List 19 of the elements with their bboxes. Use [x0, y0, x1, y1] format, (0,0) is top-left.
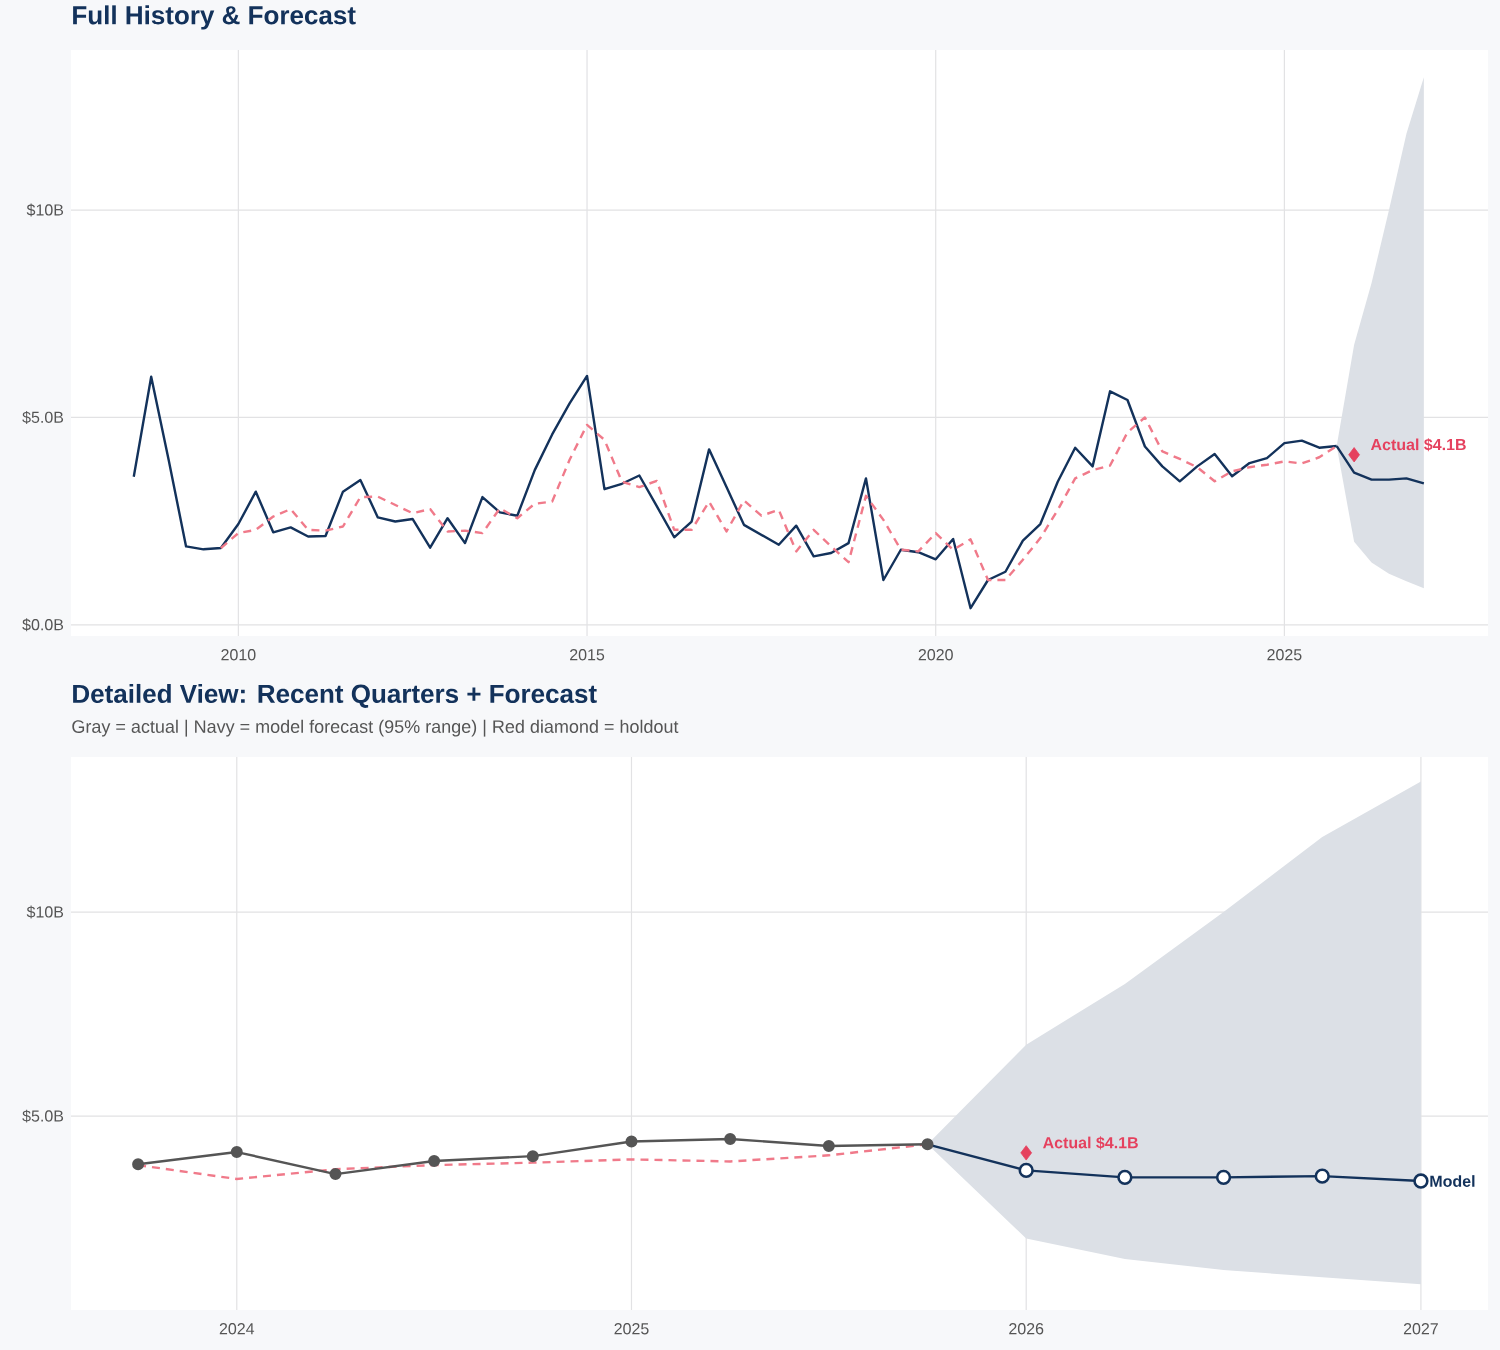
x-tick-label: 2025 — [614, 1323, 649, 1335]
y-tick-label: $10B — [26, 905, 64, 919]
x-tick-label: 2026 — [1009, 1323, 1044, 1335]
x-tick-label: 2025 — [1267, 649, 1302, 661]
annotation: Actual $4.1B — [1043, 1136, 1138, 1150]
x-tick-label: 2027 — [1403, 1323, 1438, 1335]
x-tick-label: 2020 — [918, 649, 953, 661]
y-tick-label: $10B — [26, 203, 64, 217]
series-label: Model — [1430, 1175, 1475, 1187]
y-tick-label: $5.0B — [22, 1109, 64, 1123]
x-tick-label: 2010 — [221, 649, 256, 661]
chart-subtitle: Gray = actual | Navy = model forecast (95% range) | Red diamond = holdout — [72, 719, 679, 737]
chart-title: Detailed View: Recent Quarters + Forecast — [73, 683, 597, 708]
y-tick-label: $0.0B — [22, 618, 64, 632]
x-tick-label: 2015 — [570, 649, 605, 661]
x-tick-label: 2024 — [219, 1323, 255, 1335]
chart-title: Full History & Forecast — [73, 5, 356, 30]
annotation: Actual $4.1B — [1370, 438, 1466, 452]
y-tick-label: $5.0B — [22, 410, 64, 424]
